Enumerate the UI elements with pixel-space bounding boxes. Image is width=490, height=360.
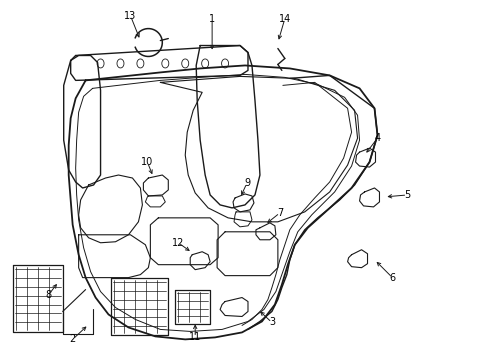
Text: 7: 7 [277,208,283,218]
Text: 8: 8 [46,289,52,300]
Text: 11: 11 [189,332,201,342]
Text: 3: 3 [269,318,275,328]
Text: 4: 4 [374,133,381,143]
Text: 2: 2 [70,334,76,345]
Text: 1: 1 [209,14,215,24]
Text: 12: 12 [172,238,184,248]
Text: 14: 14 [279,14,291,24]
Text: 10: 10 [141,157,153,167]
Text: 13: 13 [124,11,137,21]
Text: 5: 5 [404,190,411,200]
Text: 6: 6 [390,273,395,283]
Text: 9: 9 [244,178,250,188]
